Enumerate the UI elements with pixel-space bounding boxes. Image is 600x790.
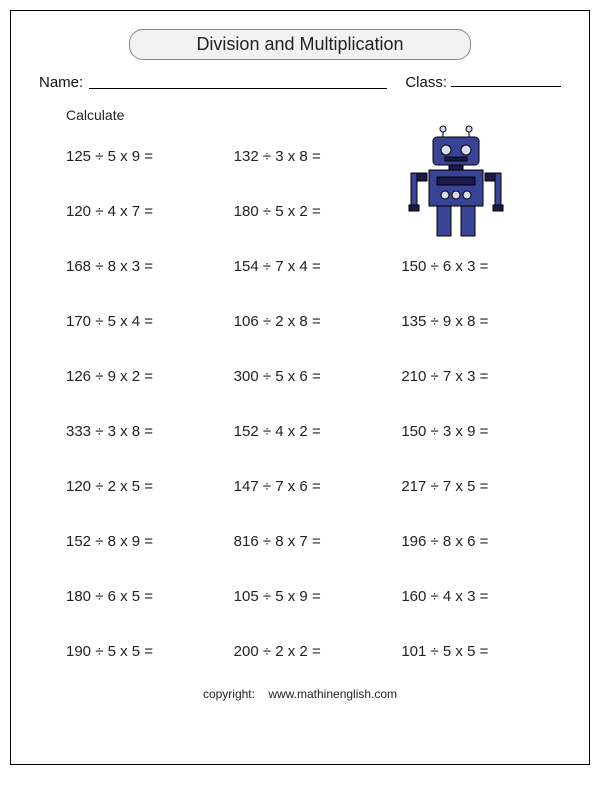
problem: 154 ÷ 7 x 4 = — [234, 239, 402, 294]
problem: 180 ÷ 5 x 2 = — [234, 184, 402, 239]
problem: 105 ÷ 5 x 9 = — [234, 569, 402, 624]
problem: 170 ÷ 5 x 4 = — [66, 294, 234, 349]
problem: 120 ÷ 4 x 7 = — [66, 184, 234, 239]
problem: 200 ÷ 2 x 2 = — [234, 624, 402, 679]
robot-image — [401, 129, 569, 239]
problem: 180 ÷ 6 x 5 = — [66, 569, 234, 624]
problem: 333 ÷ 3 x 8 = — [66, 404, 234, 459]
problem: 126 ÷ 9 x 2 = — [66, 349, 234, 404]
problem: 106 ÷ 2 x 8 = — [234, 294, 402, 349]
problem: 168 ÷ 8 x 3 = — [66, 239, 234, 294]
calculate-label: Calculate — [66, 107, 569, 123]
name-label: Name: — [39, 74, 83, 91]
class-label: Class: — [405, 74, 447, 91]
problem: 101 ÷ 5 x 5 = — [401, 624, 569, 679]
name-input-line[interactable] — [89, 74, 387, 89]
problem: 150 ÷ 3 x 9 = — [401, 404, 569, 459]
problem: 152 ÷ 4 x 2 = — [234, 404, 402, 459]
problems-grid: 125 ÷ 5 x 9 = 132 ÷ 3 x 8 = — [66, 129, 569, 679]
class-input-line[interactable] — [451, 74, 561, 87]
problem: 816 ÷ 8 x 7 = — [234, 514, 402, 569]
problem: 135 ÷ 9 x 8 = — [401, 294, 569, 349]
copyright-site: www.mathinenglish.com — [268, 687, 397, 701]
problem: 132 ÷ 3 x 8 = — [234, 129, 402, 184]
problem: 210 ÷ 7 x 3 = — [401, 349, 569, 404]
worksheet-page: Division and Multiplication Name: Class:… — [10, 10, 590, 765]
problem: 190 ÷ 5 x 5 = — [66, 624, 234, 679]
problem: 217 ÷ 7 x 5 = — [401, 459, 569, 514]
copyright-label: copyright: — [203, 687, 255, 701]
problem: 160 ÷ 4 x 3 = — [401, 569, 569, 624]
problem: 147 ÷ 7 x 6 = — [234, 459, 402, 514]
problem: 300 ÷ 5 x 6 = — [234, 349, 402, 404]
problem: 152 ÷ 8 x 9 = — [66, 514, 234, 569]
problem: 125 ÷ 5 x 9 = — [66, 129, 234, 184]
problem: 150 ÷ 6 x 3 = — [401, 239, 569, 294]
page-title: Division and Multiplication — [129, 29, 471, 60]
header-fields: Name: Class: — [31, 74, 569, 91]
copyright-line: copyright: www.mathinenglish.com — [31, 687, 569, 701]
problem: 196 ÷ 8 x 6 = — [401, 514, 569, 569]
problem: 120 ÷ 2 x 5 = — [66, 459, 234, 514]
